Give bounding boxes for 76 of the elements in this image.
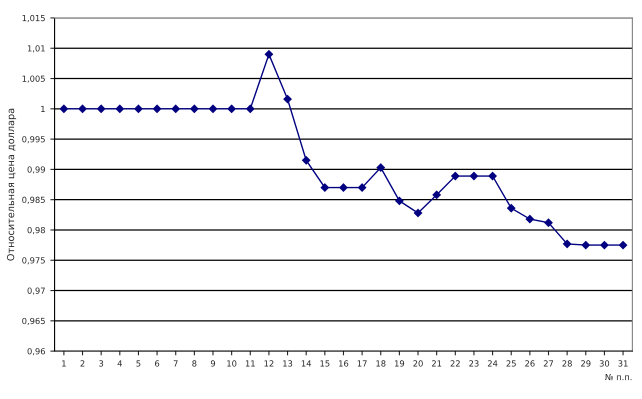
point [97,104,106,113]
point [395,196,404,206]
point [228,104,236,113]
point [544,218,553,227]
y-tick-label: 0,98 [28,226,45,234]
point [470,172,478,180]
x-tick-label: 1 [62,360,66,366]
point [432,190,441,199]
x-tick-label: 6 [155,360,160,367]
point [451,172,460,180]
point [526,214,534,224]
point [507,204,516,212]
x-tick-label: 23 [469,360,479,367]
point [152,104,162,113]
point [488,172,497,180]
x-tick-label: 27 [544,360,554,366]
point [339,183,348,192]
x-tick-label: 10 [227,360,236,367]
x-tick-label: 31 [618,360,628,367]
x-tick-label: 4 [118,360,122,366]
x-tick-label: 11 [246,360,255,366]
x-axis-title: № п.п. [605,374,632,380]
point [264,50,274,58]
y-tick-label: 0,985 [22,196,45,204]
x-tick-label: 20 [413,360,423,367]
x-tick-label: 2 [80,360,84,366]
point [190,104,198,113]
x-tick-label: 9 [210,360,216,367]
y-tick-label: 0,965 [22,318,45,325]
point [172,104,180,113]
point [358,183,366,192]
x-tick-label: 15 [320,360,330,367]
point [78,104,87,113]
x-tick-label: 17 [358,360,367,366]
y-tick-label: 0,96 [28,348,46,356]
point [563,240,572,248]
point [208,104,218,113]
x-tick-label: 12 [264,360,274,366]
y-tick-label: 0,97 [28,288,45,295]
point [582,240,590,250]
point [60,104,68,113]
x-tick-label: 19 [395,360,404,367]
point [414,208,422,218]
x-tick-label: 21 [432,360,442,366]
x-tick-label: 26 [525,360,535,367]
point [283,94,292,104]
point [376,163,385,172]
y-tick-label: 0,99 [28,166,45,174]
point [302,156,310,164]
x-tick-label: 8 [192,360,196,367]
x-tick-label: 24 [488,360,498,366]
x-tick-label: 30 [600,360,610,367]
y-tick-label: 1 [41,106,45,112]
x-tick-label: 13 [283,360,292,367]
point [600,240,609,250]
y-tick-label: 0,975 [22,257,45,264]
y-tick-label: 1,005 [22,76,45,83]
y-tick-label: 1,01 [28,45,45,52]
x-tick-label: 25 [506,360,516,367]
y-tick-label: 1,015 [22,14,45,22]
x-tick-label: 14 [302,360,312,366]
y-axis-title: Относительная цена доллара [6,108,16,261]
point [134,104,143,113]
x-tick-label: 16 [339,360,348,367]
point [618,240,628,250]
x-tick-label: 3 [99,360,104,367]
point [116,104,124,113]
x-tick-label: 28 [562,360,572,367]
point [320,183,329,192]
x-tick-label: 22 [450,360,460,366]
x-tick-label: 18 [376,360,386,367]
x-tick-label: 29 [581,360,590,367]
x-tick-label: 7 [174,360,178,366]
point [246,104,254,113]
x-tick-label: 5 [136,360,140,367]
y-tick-label: 0,995 [22,136,45,144]
